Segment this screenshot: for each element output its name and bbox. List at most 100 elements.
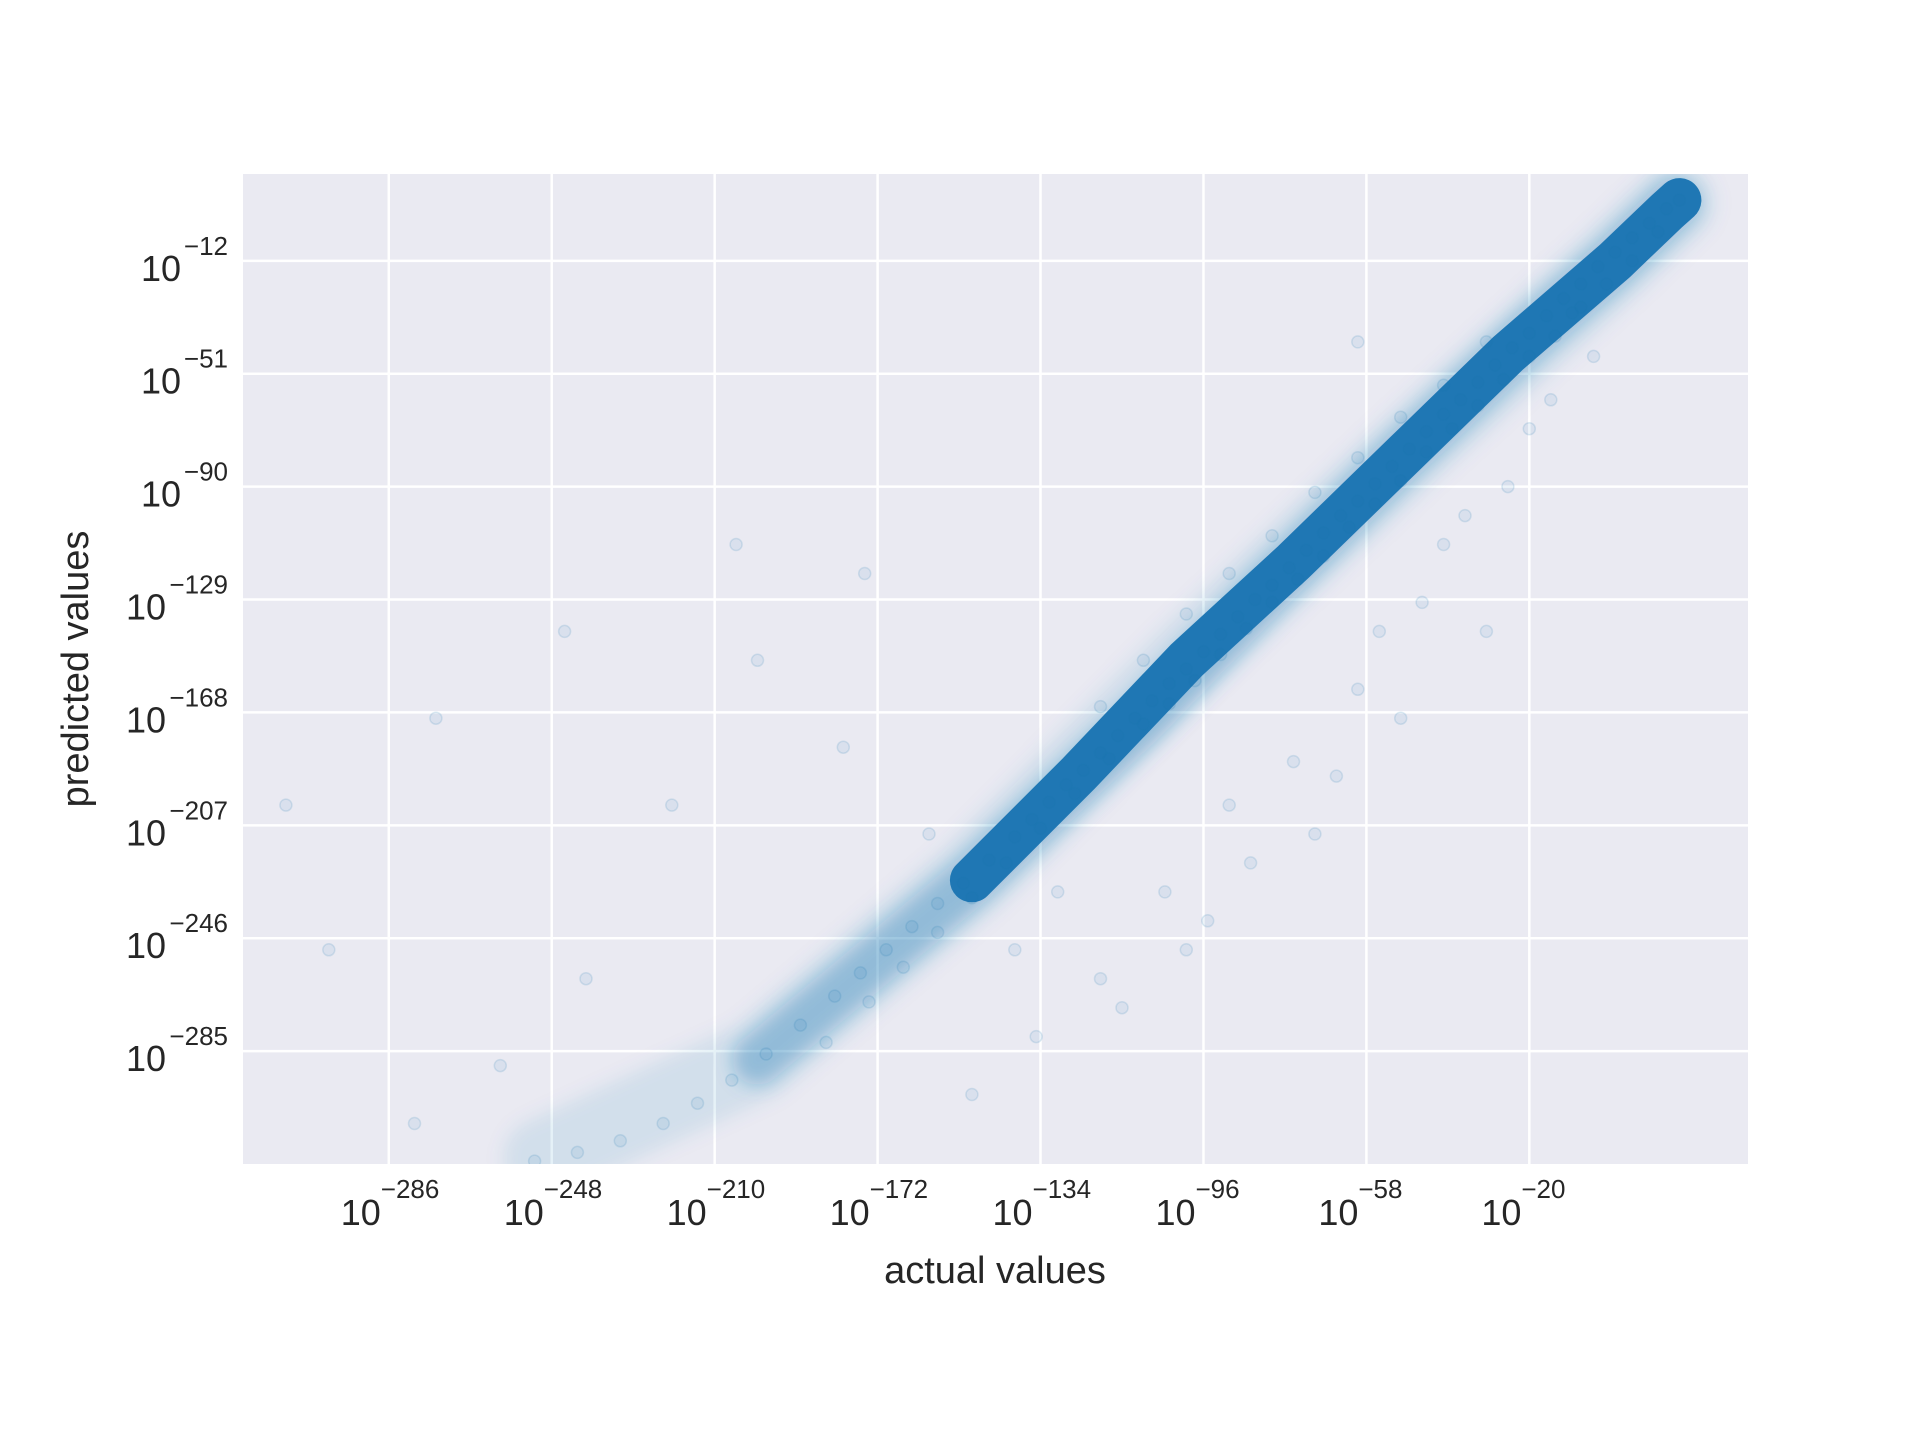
scatter-point-57 (1599, 277, 1614, 291)
scatter-point-134 (1050, 885, 1065, 899)
svg-text:10: 10 (126, 587, 166, 628)
scatter-point-85 (1479, 335, 1494, 349)
x-axis-label: actual values (884, 1250, 1106, 1292)
svg-text:10: 10 (993, 1192, 1033, 1233)
scatter-point-81 (930, 925, 945, 940)
scatter-point-107 (1308, 827, 1322, 841)
svg-text:10: 10 (141, 474, 181, 515)
scatter-point-7 (1556, 291, 1571, 306)
scatter-point-73 (1188, 673, 1202, 688)
scatter-point-125 (1565, 306, 1579, 320)
scatter-point-27 (1213, 627, 1228, 642)
scatter-point-106 (1393, 711, 1408, 725)
svg-text:−172: −172 (870, 1174, 929, 1204)
scatter-point-133 (1179, 943, 1194, 957)
scatter-point-116 (493, 1058, 508, 1073)
scatter-point-43 (905, 919, 919, 934)
scatter-point-100 (1222, 798, 1236, 812)
scatter-point-67 (1342, 520, 1356, 534)
scatter-point-88 (1351, 450, 1365, 465)
scatter-point-62 (1471, 398, 1485, 413)
scatter-point-44 (879, 943, 893, 957)
scatter-point-32 (1128, 711, 1142, 725)
scatter-point-130 (1372, 624, 1387, 639)
scatter-point-68 (1316, 549, 1331, 563)
scatter-point-105 (1479, 624, 1494, 639)
scatter-point-19 (1351, 494, 1365, 508)
dense-point-band (503, 174, 1716, 1164)
scatter-point-128 (1501, 479, 1515, 494)
svg-text:10: 10 (667, 1192, 707, 1233)
scatter-point-52 (613, 1134, 628, 1148)
svg-text:−58: −58 (1358, 1174, 1402, 1204)
scatter-point-129 (1436, 537, 1451, 552)
scatter-point-71 (1239, 621, 1254, 636)
svg-text:10: 10 (1318, 1192, 1358, 1233)
scatter-point-96 (1458, 508, 1472, 523)
scatter-point-6 (1574, 277, 1588, 291)
scatter-point-114 (665, 798, 679, 812)
scatter-point-25 (1248, 592, 1262, 607)
x-tick-labels: 10−28610−24810−21010−17210−13410−9610−58… (341, 1174, 1566, 1233)
scatter-point-108 (1200, 914, 1215, 928)
svg-text:10: 10 (504, 1192, 544, 1233)
scatter-point-80 (965, 890, 979, 905)
svg-text:10: 10 (126, 812, 166, 853)
scatter-point-23 (1282, 560, 1296, 575)
svg-text:10: 10 (1155, 1192, 1195, 1233)
svg-text:−248: −248 (544, 1174, 603, 1204)
scatter-point-36 (1059, 778, 1073, 792)
x-tick-label-7: 10−20 (1481, 1174, 1565, 1233)
svg-text:−210: −210 (707, 1174, 766, 1204)
svg-text:10: 10 (1481, 1192, 1521, 1233)
scatter-point-64 (1419, 445, 1434, 459)
scatter-point-115 (579, 971, 593, 986)
svg-text:−12: −12 (184, 231, 228, 261)
scatter-point-58 (1574, 300, 1588, 314)
scatter-point-103 (1029, 1029, 1043, 1044)
svg-text:−207: −207 (169, 795, 228, 825)
scatter-point-35 (1076, 763, 1091, 778)
scatter-point-110 (1008, 943, 1022, 957)
svg-text:−168: −168 (169, 682, 228, 712)
scatter-point-123 (857, 566, 872, 581)
x-tick-label-2: 10−210 (667, 1174, 766, 1233)
scatter-point-119 (279, 798, 293, 812)
scatter-point-124 (1351, 335, 1365, 349)
scatter-point-13 (1453, 393, 1468, 407)
scatter-point-8 (1539, 309, 1554, 323)
scatter-point-79 (999, 856, 1013, 870)
scatter-point-3 (1625, 230, 1639, 245)
scatter-point-22 (1299, 543, 1314, 558)
scatter-point-40 (982, 853, 996, 867)
scatter-point-113 (750, 653, 765, 668)
svg-text:−90: −90 (184, 457, 228, 487)
x-tick-label-0: 10−286 (341, 1174, 440, 1233)
scatter-point-122 (729, 537, 743, 552)
scatter-point-12 (1471, 375, 1485, 390)
scatter-point-34 (1093, 746, 1108, 760)
scatter-point-54 (527, 1154, 542, 1164)
scatter-point-112 (836, 740, 851, 754)
scatter-point-1 (1659, 201, 1674, 216)
scatter-point-131 (1329, 769, 1344, 783)
scatter-point-109 (1115, 1000, 1129, 1015)
scatter-point-66 (1368, 497, 1382, 511)
scatter-point-16 (1402, 442, 1417, 456)
scatter-point-53 (570, 1145, 585, 1160)
scatter-point-91 (1222, 566, 1236, 581)
svg-text:−20: −20 (1521, 1174, 1565, 1204)
scatter-point-5 (1591, 259, 1605, 274)
svg-text:10: 10 (141, 361, 181, 402)
scatter-point-86 (1436, 378, 1451, 393)
svg-text:−286: −286 (381, 1174, 440, 1204)
scatter-point-94 (1093, 699, 1108, 714)
scatter-point-104 (965, 1087, 979, 1102)
scatter-point-89 (1308, 485, 1322, 500)
svg-text:−246: −246 (169, 908, 228, 938)
